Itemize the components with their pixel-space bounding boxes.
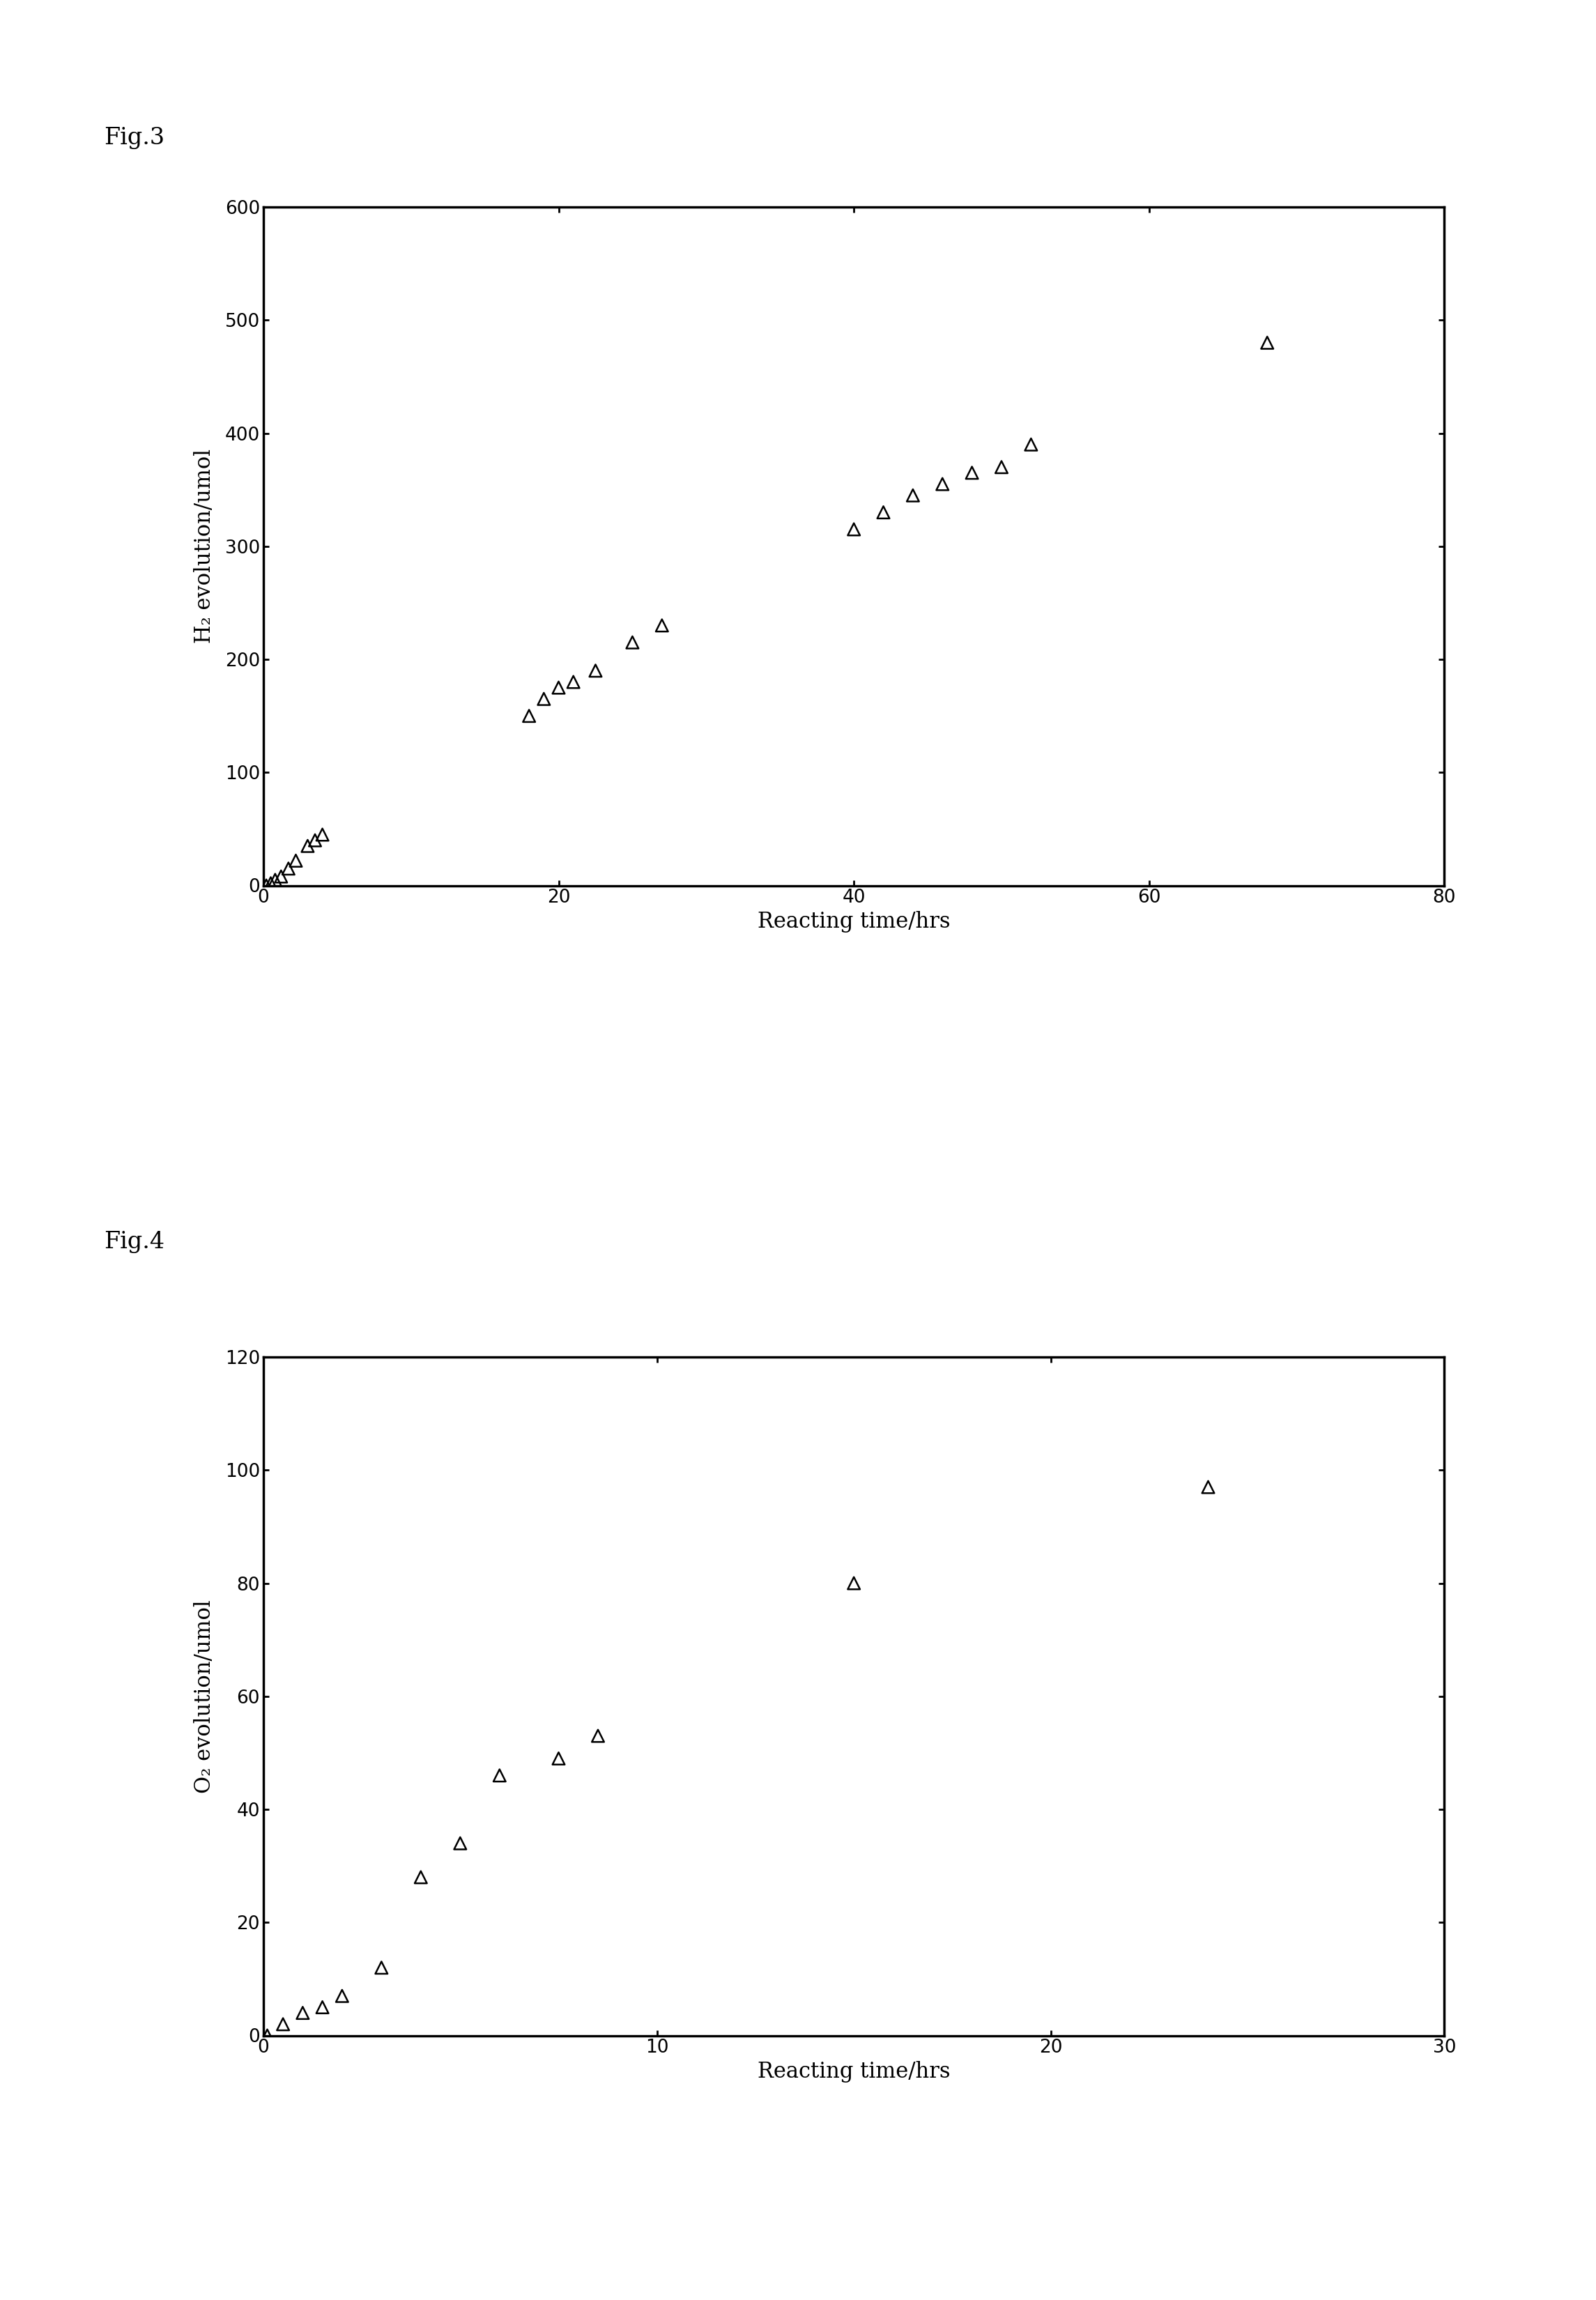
- Point: [282, 842, 308, 879]
- Point: [409, 1858, 434, 1895]
- Point: [302, 821, 327, 858]
- Point: [254, 2017, 279, 2054]
- X-axis label: Reacting time/hrs: Reacting time/hrs: [758, 2061, 950, 2082]
- Point: [329, 1978, 354, 2015]
- Point: [619, 623, 645, 660]
- Point: [270, 2006, 295, 2042]
- X-axis label: Reacting time/hrs: Reacting time/hrs: [758, 911, 950, 932]
- Point: [650, 607, 675, 644]
- Point: [369, 1948, 394, 1985]
- Point: [290, 1994, 316, 2031]
- Point: [262, 863, 287, 899]
- Point: [900, 476, 926, 513]
- Y-axis label: O₂ evolution/umol: O₂ evolution/umol: [193, 1598, 215, 1794]
- Point: [268, 858, 294, 895]
- Point: [930, 465, 956, 501]
- Point: [841, 511, 867, 547]
- Y-axis label: H₂ evolution/umol: H₂ evolution/umol: [193, 449, 215, 644]
- Point: [586, 1718, 611, 1755]
- Point: [254, 867, 279, 904]
- Point: [517, 697, 543, 734]
- Point: [531, 681, 557, 718]
- Text: Fig.3: Fig.3: [104, 127, 164, 150]
- Point: [841, 1564, 867, 1601]
- Point: [546, 1741, 571, 1778]
- Point: [959, 455, 985, 492]
- Point: [276, 851, 302, 888]
- Point: [1018, 426, 1044, 462]
- Point: [583, 653, 608, 690]
- Point: [310, 816, 335, 853]
- Point: [295, 828, 321, 865]
- Point: [560, 665, 586, 702]
- Point: [310, 1990, 335, 2026]
- Point: [871, 495, 897, 531]
- Point: [487, 1757, 512, 1794]
- Point: [1195, 1470, 1221, 1506]
- Point: [546, 669, 571, 706]
- Point: [259, 865, 284, 902]
- Point: [447, 1824, 472, 1861]
- Text: Fig.4: Fig.4: [104, 1230, 164, 1254]
- Point: [990, 449, 1015, 485]
- Point: [1254, 324, 1280, 361]
